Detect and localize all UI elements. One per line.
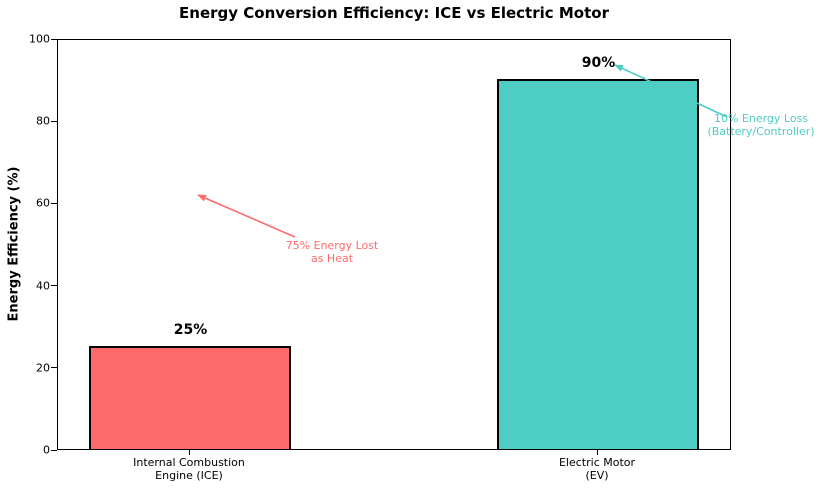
bar-ice — [88, 346, 291, 449]
x-tick-mark-ice — [189, 450, 190, 455]
y-tick-mark-20 — [51, 367, 57, 369]
y-tick-mark-80 — [51, 120, 57, 122]
y-tick-label-20: 20 — [36, 361, 50, 375]
bar-ev — [496, 79, 699, 449]
bar-value-label-ev: 90% — [581, 55, 616, 71]
plot-area: 25% 90% — [57, 39, 731, 450]
y-tick-label-40: 40 — [36, 279, 50, 293]
y-tick-mark-60 — [51, 202, 57, 204]
bar-value-label-ice: 25% — [173, 322, 208, 338]
x-tick-mark-ev — [597, 450, 598, 455]
y-tick-mark-100 — [51, 38, 57, 40]
y-tick-mark-40 — [51, 285, 57, 287]
y-axis-label: Energy Efficiency (%) — [6, 166, 22, 322]
x-tick-label-ev: Electric Motor (EV) — [558, 456, 636, 482]
annotation-ice-energy-loss: 75% Energy Lost as Heat — [285, 239, 379, 265]
y-tick-label-100: 100 — [29, 32, 50, 46]
y-tick-label-80: 80 — [36, 114, 50, 128]
x-tick-label-ice: Internal Combustion Engine (ICE) — [133, 456, 245, 482]
annotation-ev-energy-loss: 10% Energy Loss (Battery/Controller) — [707, 112, 815, 138]
chart-title: Energy Conversion Efficiency: ICE vs Ele… — [179, 4, 609, 22]
y-tick-label-60: 60 — [36, 196, 50, 210]
y-tick-mark-0 — [51, 449, 57, 451]
y-tick-label-0: 0 — [43, 443, 50, 457]
